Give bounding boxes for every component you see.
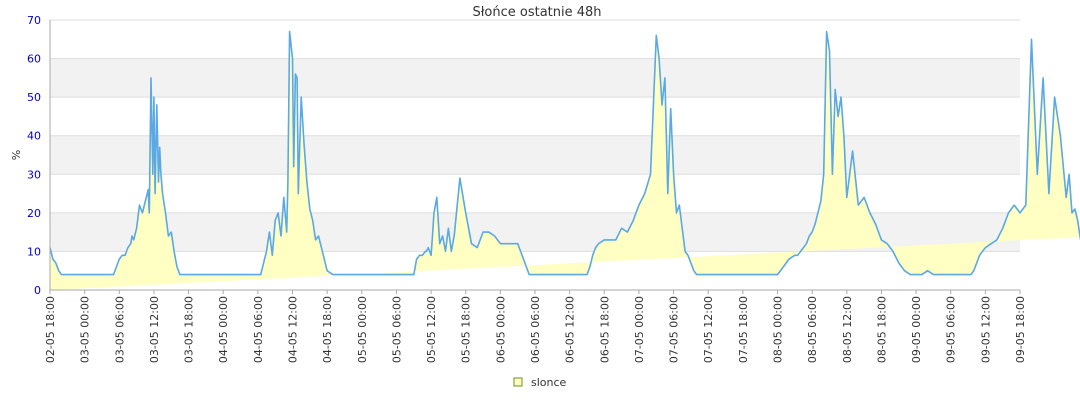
y-tick-label: 10 bbox=[27, 245, 41, 258]
x-tick-label: 07-05 18:00 bbox=[737, 296, 750, 363]
grid-band bbox=[50, 58, 1020, 98]
x-tick-label: 08-05 18:00 bbox=[875, 296, 888, 363]
x-tick-label: 03-05 06:00 bbox=[113, 296, 126, 363]
x-tick-label: 09-05 18:00 bbox=[1014, 296, 1027, 363]
x-tick-label: 09-05 06:00 bbox=[945, 296, 958, 363]
x-tick-label: 04-05 18:00 bbox=[321, 296, 334, 363]
x-tick-label: 03-05 18:00 bbox=[183, 296, 196, 363]
x-tick-label: 05-05 12:00 bbox=[425, 296, 438, 363]
y-tick-label: 70 bbox=[27, 14, 41, 27]
x-tick-label: 08-05 06:00 bbox=[806, 296, 819, 363]
x-tick-label: 07-05 00:00 bbox=[633, 296, 646, 363]
legend-swatch bbox=[513, 377, 523, 387]
x-tick-label: 05-05 00:00 bbox=[356, 296, 369, 363]
x-tick-label: 08-05 12:00 bbox=[841, 296, 854, 363]
x-tick-label: 02-05 18:00 bbox=[44, 296, 57, 363]
chart-title: Słońce ostatnie 48h bbox=[472, 5, 601, 20]
x-tick-label: 07-05 06:00 bbox=[668, 296, 681, 363]
x-tick-label: 04-05 12:00 bbox=[287, 296, 300, 363]
series-area-fill bbox=[50, 31, 1080, 290]
x-tick-label: 09-05 00:00 bbox=[910, 296, 923, 363]
x-tick-label: 04-05 06:00 bbox=[252, 296, 265, 363]
series-area bbox=[49, 30, 1080, 290]
x-tick-label: 09-05 12:00 bbox=[979, 296, 992, 363]
x-axis-ticks: 02-05 18:00 03-05 00:00 03-05 06:00 03-05 1… bbox=[44, 290, 1027, 363]
y-axis-label: % bbox=[10, 150, 23, 160]
y-axis-ticks: 0 10 20 30 40 50 60 70 bbox=[27, 14, 41, 297]
legend: slonce bbox=[513, 376, 567, 389]
x-tick-label: 06-05 00:00 bbox=[494, 296, 507, 363]
series-line bbox=[49, 30, 1080, 276]
x-tick-label: 08-05 00:00 bbox=[772, 296, 785, 363]
y-tick-label: 20 bbox=[27, 207, 41, 220]
x-tick-label: 03-05 12:00 bbox=[148, 296, 161, 363]
y-tick-label: 30 bbox=[27, 168, 41, 181]
legend-label: slonce bbox=[531, 376, 567, 389]
y-tick-label: 0 bbox=[34, 284, 41, 297]
grid-band bbox=[50, 135, 1020, 175]
x-tick-label: 07-05 12:00 bbox=[702, 296, 715, 363]
x-tick-label: 06-05 12:00 bbox=[564, 296, 577, 363]
x-tick-label: 03-05 00:00 bbox=[79, 296, 92, 363]
x-tick-label: 05-05 18:00 bbox=[460, 296, 473, 363]
y-tick-label: 40 bbox=[27, 130, 41, 143]
x-tick-label: 06-05 18:00 bbox=[598, 296, 611, 363]
y-tick-label: 60 bbox=[27, 53, 41, 66]
x-tick-label: 06-05 06:00 bbox=[529, 296, 542, 363]
x-tick-label: 04-05 00:00 bbox=[217, 296, 230, 363]
x-tick-label: 05-05 06:00 bbox=[390, 296, 403, 363]
y-tick-label: 50 bbox=[27, 91, 41, 104]
